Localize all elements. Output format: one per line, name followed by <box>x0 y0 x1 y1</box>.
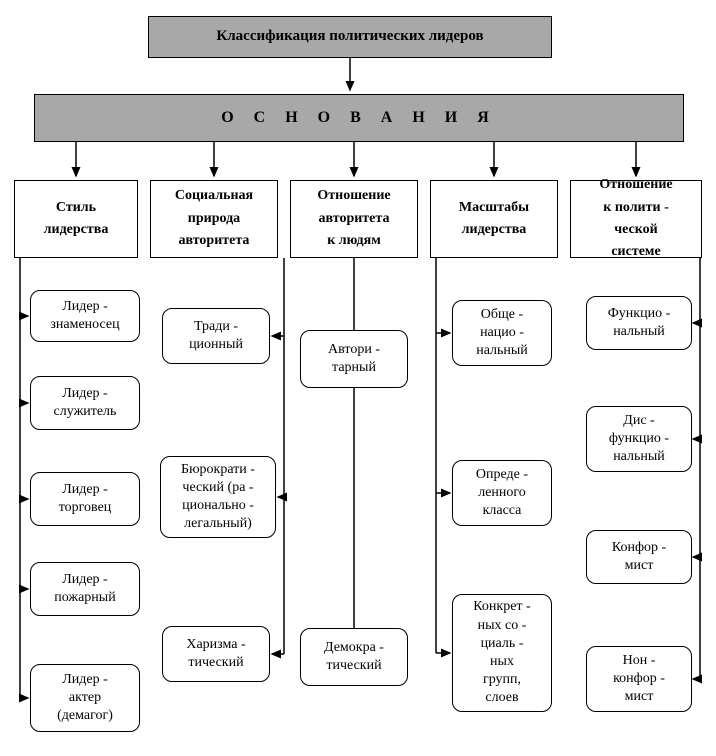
leaf-functional: Функцио -нальный <box>586 296 692 350</box>
category-style: Стильлидерства <box>14 180 138 258</box>
basis-box: О С Н О В А Н И Я <box>34 94 684 142</box>
category-political-system: Отношениек полити -ческойсистеме <box>570 180 702 258</box>
title-text: Классификация политических лидеров <box>216 27 483 47</box>
leaf-label: Демокра -тический <box>324 639 384 675</box>
leaf-akter: Лидер -актер(демагог) <box>30 664 140 732</box>
leaf-label: Автори -тарный <box>328 341 380 377</box>
leaf-traditional: Тради -ционный <box>162 308 270 364</box>
category-label: Масштабылидерства <box>459 197 529 242</box>
leaf-label: Лидер -служитель <box>54 385 117 421</box>
leaf-label: Харизма -тический <box>186 636 245 672</box>
leaf-znamenosets: Лидер -знаменосец <box>30 290 140 342</box>
leaf-pozharny: Лидер -пожарный <box>30 562 140 616</box>
leaf-label: Бюрократи -ческий (ра -ционально -легаль… <box>181 461 255 534</box>
leaf-authoritarian: Автори -тарный <box>300 330 408 388</box>
basis-text: О С Н О В А Н И Я <box>221 108 497 129</box>
leaf-conformist: Конфор -мист <box>586 530 692 584</box>
leaf-national: Обще -нацио -нальный <box>452 300 552 366</box>
leaf-charismatic: Харизма -тический <box>162 626 270 682</box>
category-social-nature: Социальнаяприродаавторитета <box>150 180 278 258</box>
category-label: Стильлидерства <box>44 197 109 242</box>
leaf-nonconformist: Нон -конфор -мист <box>586 646 692 712</box>
leaf-label: Лидер -торговец <box>59 481 112 517</box>
leaf-bureaucratic: Бюрократи -ческий (ра -ционально -легаль… <box>160 456 276 538</box>
category-scale: Масштабылидерства <box>430 180 558 258</box>
leaf-label: Конфор -мист <box>612 539 666 575</box>
title-box: Классификация политических лидеров <box>148 16 552 58</box>
category-label: Отношениек полити -ческойсистеме <box>599 174 672 264</box>
leaf-groups: Конкрет -ных со -циаль -ныхгрупп,слоев <box>452 594 552 712</box>
leaf-label: Дис -функцио -нальный <box>609 412 669 467</box>
leaf-label: Лидер -актер(демагог) <box>57 671 113 726</box>
leaf-democratic: Демокра -тический <box>300 628 408 686</box>
leaf-sluzhitel: Лидер -служитель <box>30 376 140 430</box>
leaf-label: Опреде -ленногокласса <box>476 466 528 521</box>
leaf-label: Обще -нацио -нальный <box>476 306 528 361</box>
leaf-label: Тради -ционный <box>189 318 243 354</box>
leaf-label: Нон -конфор -мист <box>613 652 665 707</box>
leaf-torgovets: Лидер -торговец <box>30 472 140 526</box>
leaf-label: Лидер -знаменосец <box>50 298 119 334</box>
category-label: Отношениеавторитетак людям <box>317 185 390 252</box>
leaf-class: Опреде -ленногокласса <box>452 460 552 526</box>
category-label: Социальнаяприродаавторитета <box>175 185 253 252</box>
leaf-label: Конкрет -ных со -циаль -ныхгрупп,слоев <box>473 598 530 707</box>
leaf-label: Лидер -пожарный <box>54 571 115 607</box>
category-attitude-people: Отношениеавторитетак людям <box>290 180 418 258</box>
leaf-label: Функцио -нальный <box>608 305 671 341</box>
leaf-dysfunctional: Дис -функцио -нальный <box>586 406 692 472</box>
